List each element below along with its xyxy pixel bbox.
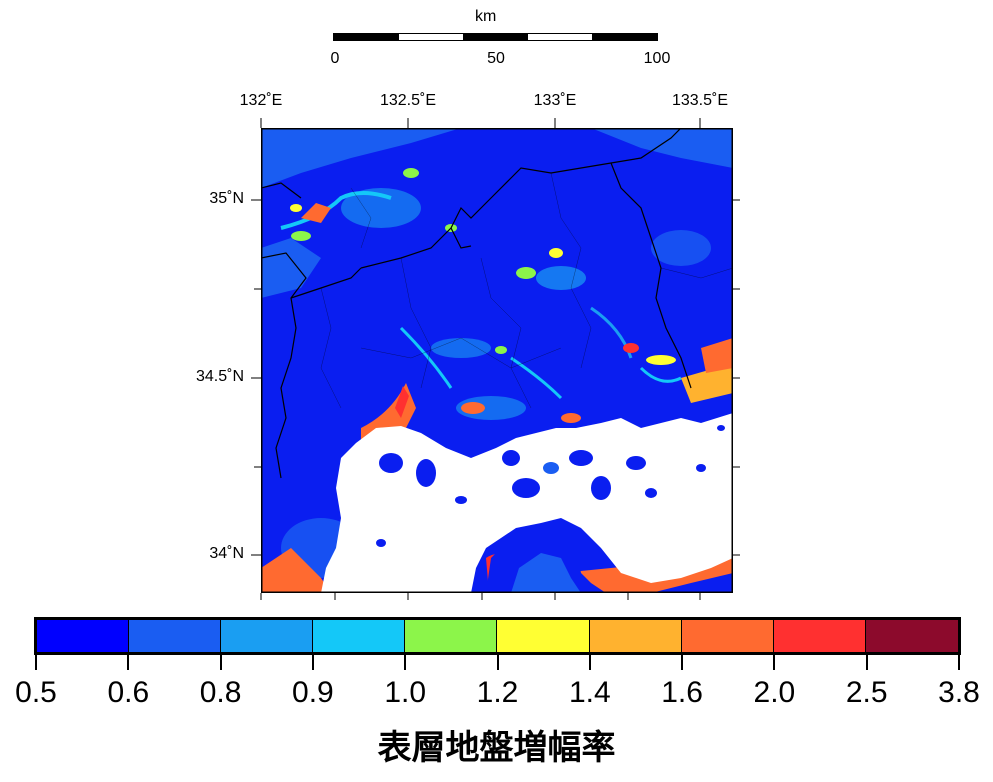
scale-label-100: 100	[643, 50, 671, 67]
scale-bar-unit: km	[475, 8, 497, 25]
colorbar-tick	[496, 654, 499, 670]
colorbar-tick-label: 0.5	[15, 676, 57, 709]
lat-label-34: 34˚N	[209, 545, 244, 562]
amplification-map	[261, 128, 733, 593]
colorbar-tick	[681, 654, 684, 670]
colorbar-segment	[497, 620, 590, 652]
scale-bar-segment	[592, 34, 657, 40]
colorbar-title: 表層地盤増幅率	[377, 728, 616, 768]
colorbar-tick	[404, 654, 407, 670]
colorbar-segment	[313, 620, 406, 652]
scale-bar-segment	[463, 34, 528, 40]
lat-label-34-5: 34.5˚N	[195, 368, 244, 385]
colorbar-tick-label: 1.4	[568, 676, 611, 709]
colorbar-tick-label: 1.0	[384, 676, 427, 709]
colorbar-tick-label: 3.8	[938, 676, 980, 709]
colorbar-segment	[221, 620, 314, 652]
colorbar-tick	[588, 654, 591, 670]
colorbar-segment	[681, 620, 774, 652]
colorbar-segment	[405, 620, 498, 652]
colorbar-tick-label: 0.9	[292, 676, 334, 709]
lat-label-35: 35˚N	[209, 190, 244, 207]
lon-label-133: 133˚E	[533, 92, 577, 109]
colorbar-tick-label: 1.6	[661, 676, 703, 709]
scale-bar-segment	[398, 34, 464, 40]
colorbar-tick	[311, 654, 314, 670]
colorbar-tick	[127, 654, 130, 670]
lon-label-132-5: 132.5˚E	[379, 92, 437, 109]
colorbar-tick-label: 2.0	[753, 676, 796, 709]
colorbar-tick	[958, 654, 960, 670]
islands	[376, 425, 725, 547]
scale-label-0: 0	[330, 50, 340, 67]
municipal-borders	[320, 172, 733, 409]
colorbar-tick	[219, 654, 222, 670]
colorbar-tick-label: 1.2	[476, 676, 519, 709]
colorbar-tick-label: 2.5	[845, 676, 888, 709]
colorbar-segment	[129, 620, 222, 652]
colorbar	[34, 617, 961, 655]
colorbar-tick-label: 0.6	[107, 676, 150, 709]
colorbar-segment	[37, 620, 130, 652]
scale-bar	[333, 33, 658, 41]
lon-label-132: 132˚E	[239, 92, 283, 109]
colorbar-tick	[865, 654, 868, 670]
scale-label-50: 50	[487, 50, 505, 67]
colorbar-segment	[865, 620, 958, 652]
colorbar-tick	[773, 654, 776, 670]
map-ticks	[251, 118, 740, 600]
lon-label-133-5: 133.5˚E	[671, 92, 729, 109]
colorbar-tick-label: 0.8	[199, 676, 242, 709]
colorbar-tick	[35, 654, 37, 670]
map-frame	[261, 128, 733, 593]
colorbar-segment	[589, 620, 682, 652]
scale-bar-segment	[527, 34, 593, 40]
scale-bar-segment	[334, 34, 399, 40]
land-texture	[261, 128, 733, 578]
colorbar-segment	[773, 620, 866, 652]
high-amplification-spots	[290, 168, 676, 365]
